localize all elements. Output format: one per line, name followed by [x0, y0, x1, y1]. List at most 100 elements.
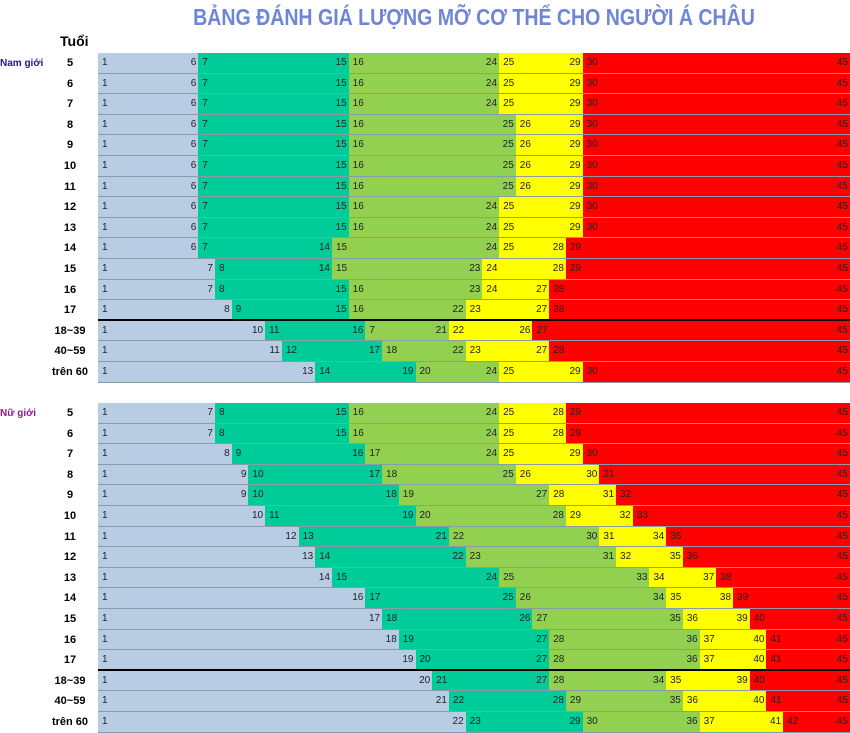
- range-start-label: 11: [269, 324, 280, 336]
- range-start-label: 1: [102, 674, 108, 686]
- table-row: 5 1 6 7 15 16 24 25 29 30 45: [0, 53, 850, 74]
- age-label: 8: [66, 468, 74, 481]
- range-start-label: 1: [102, 98, 108, 110]
- range-segment: 30 45: [582, 156, 850, 177]
- range-segment: 27 35: [532, 609, 683, 630]
- age-label: 40~59: [54, 695, 86, 708]
- range-end-label: 7: [207, 407, 213, 418]
- range-segment: 16 24: [348, 73, 500, 95]
- range-end-label: 27: [536, 283, 548, 295]
- range-segment: 7 14: [198, 238, 332, 259]
- range-start-label: 27: [536, 324, 548, 336]
- table-row: 7 1 8 9 16 17 24 25 29 30 45: [0, 444, 850, 465]
- range-start-label: 1: [102, 633, 108, 645]
- age-label: 18~39: [54, 324, 86, 337]
- range-segment: 39 45: [733, 588, 850, 609]
- range-start-label: 1: [102, 530, 108, 542]
- range-segment: 25 29: [499, 94, 583, 115]
- range-start-label: 30: [586, 139, 598, 151]
- age-label: 5: [66, 57, 74, 69]
- range-segment: 30 45: [582, 73, 850, 95]
- range-start-label: 1: [102, 571, 108, 583]
- range-start-label: 41: [770, 695, 782, 707]
- range-end-label: 17: [368, 613, 381, 624]
- range-start-label: 1: [102, 160, 108, 171]
- range-end-label: 45: [836, 77, 848, 89]
- range-end-label: 21: [435, 695, 447, 707]
- range-start-label: 37: [703, 633, 715, 645]
- range-end-label: 15: [335, 77, 347, 89]
- range-start-label: 16: [352, 407, 364, 418]
- range-end-label: 19: [402, 654, 414, 666]
- range-start-label: 30: [586, 160, 598, 171]
- group-label: Nữ giới: [0, 408, 37, 419]
- range-start-label: 1: [102, 324, 108, 336]
- range-end-label: 15: [335, 304, 347, 316]
- age-label: 11: [64, 530, 76, 543]
- range-end-label: 36: [686, 716, 698, 727]
- range-start-label: 35: [670, 592, 682, 604]
- age-label: 6: [66, 427, 74, 440]
- range-segment: 1 18: [98, 629, 399, 651]
- range-end-label: 15: [335, 427, 347, 439]
- range-start-label: 39: [737, 592, 749, 604]
- range-end-label: 28: [552, 242, 564, 254]
- range-segment: 7 15: [198, 114, 349, 136]
- range-start-label: 17: [369, 448, 381, 460]
- range-end-label: 45: [836, 571, 848, 583]
- range-start-label: 36: [686, 551, 698, 563]
- range-start-label: 35: [670, 674, 682, 686]
- range-end-label: 15: [335, 98, 347, 110]
- range-start-label: 37: [703, 654, 715, 666]
- range-end-label: 35: [669, 695, 681, 707]
- range-segment: 16 25: [348, 156, 516, 177]
- range-start-label: 19: [402, 489, 414, 501]
- range-segment: 8 15: [214, 403, 349, 424]
- range-start-label: 1: [102, 613, 108, 624]
- range-start-label: 24: [486, 263, 498, 274]
- group-label: Nam giới: [0, 58, 44, 69]
- range-start-label: 26: [519, 160, 531, 171]
- range-segment: 14 19: [315, 362, 416, 383]
- range-start-label: 23: [469, 551, 481, 563]
- age-label: 18~39: [54, 674, 86, 687]
- table-row: 9 1 6 7 15 16 25 26 29 30 45: [0, 135, 850, 156]
- range-start-label: 23: [469, 304, 481, 316]
- range-start-label: 14: [319, 551, 331, 563]
- range-segment: 26 30: [515, 464, 600, 486]
- range-segment: 30 45: [582, 217, 850, 239]
- range-segment: 1 12: [98, 526, 299, 548]
- range-end-label: 17: [368, 345, 381, 357]
- range-segment: 21 27: [432, 670, 550, 692]
- range-start-label: 1: [102, 448, 108, 460]
- range-segment: 25 29: [499, 73, 583, 95]
- range-end-label: 10: [251, 324, 264, 336]
- table-row: 6 1 7 8 15 16 24 25 28 29 45: [0, 423, 850, 445]
- range-end-label: 24: [485, 571, 498, 583]
- range-end-label: 45: [836, 242, 848, 254]
- range-end-label: 45: [836, 448, 848, 460]
- range-start-label: 16: [352, 427, 364, 439]
- range-start-label: 15: [335, 263, 348, 274]
- range-segment: 24 27: [482, 279, 550, 301]
- range-start-label: 16: [352, 160, 364, 171]
- range-start-label: 7: [202, 180, 208, 192]
- table-row: 10 1 10 11 19 20 28 29 32 33 45: [0, 506, 850, 527]
- range-segment: 22 30: [448, 526, 600, 548]
- age-label: 15: [63, 613, 77, 625]
- range-start-label: 14: [319, 366, 331, 377]
- range-segment: 16 24: [348, 94, 500, 115]
- range-end-label: 45: [836, 57, 848, 68]
- range-segment: 1 22: [98, 712, 466, 733]
- range-segment: 30 45: [582, 53, 850, 74]
- table-row: 5 1 7 8 15 16 24 25 28 29 45: [0, 403, 850, 424]
- range-segment: 7 15: [198, 156, 349, 177]
- range-segment: 19 27: [398, 629, 550, 651]
- range-segment: 1 16: [98, 588, 366, 609]
